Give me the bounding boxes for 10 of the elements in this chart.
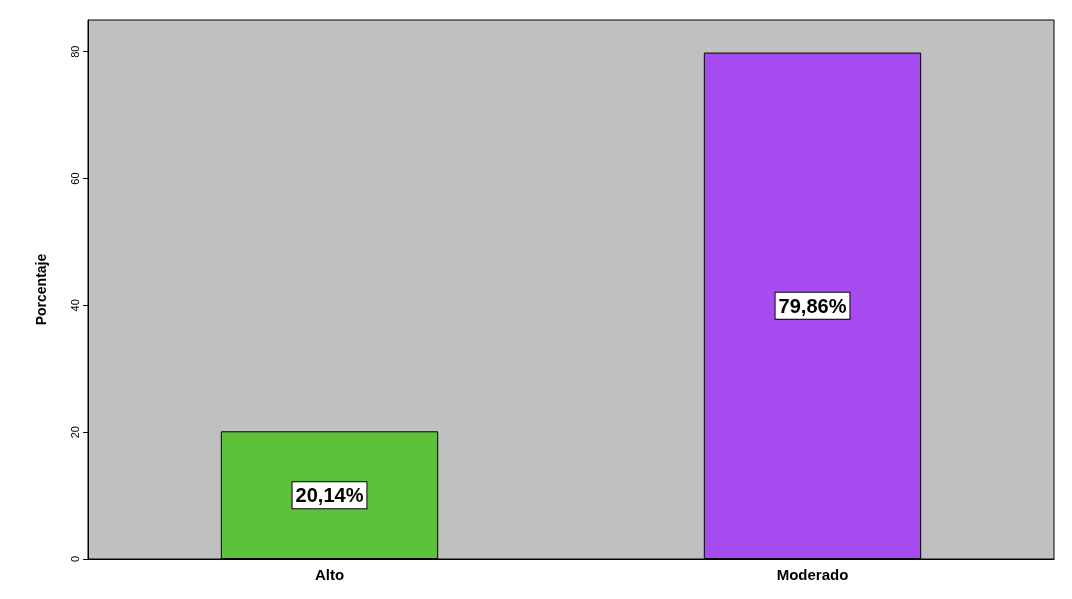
y-tick-label: 40 <box>68 299 81 312</box>
y-axis-title: Porcentaje <box>33 253 49 326</box>
y-tick-label: 80 <box>68 45 81 58</box>
y-tick-label: 20 <box>68 426 81 439</box>
x-tick-label: Alto <box>314 566 345 583</box>
y-tick-label: 60 <box>68 172 81 185</box>
y-tick-label: 0 <box>68 555 81 563</box>
x-tick-label: Moderado <box>776 566 849 583</box>
data-label: 79,86% <box>778 294 847 317</box>
data-label: 20,14% <box>295 484 364 507</box>
